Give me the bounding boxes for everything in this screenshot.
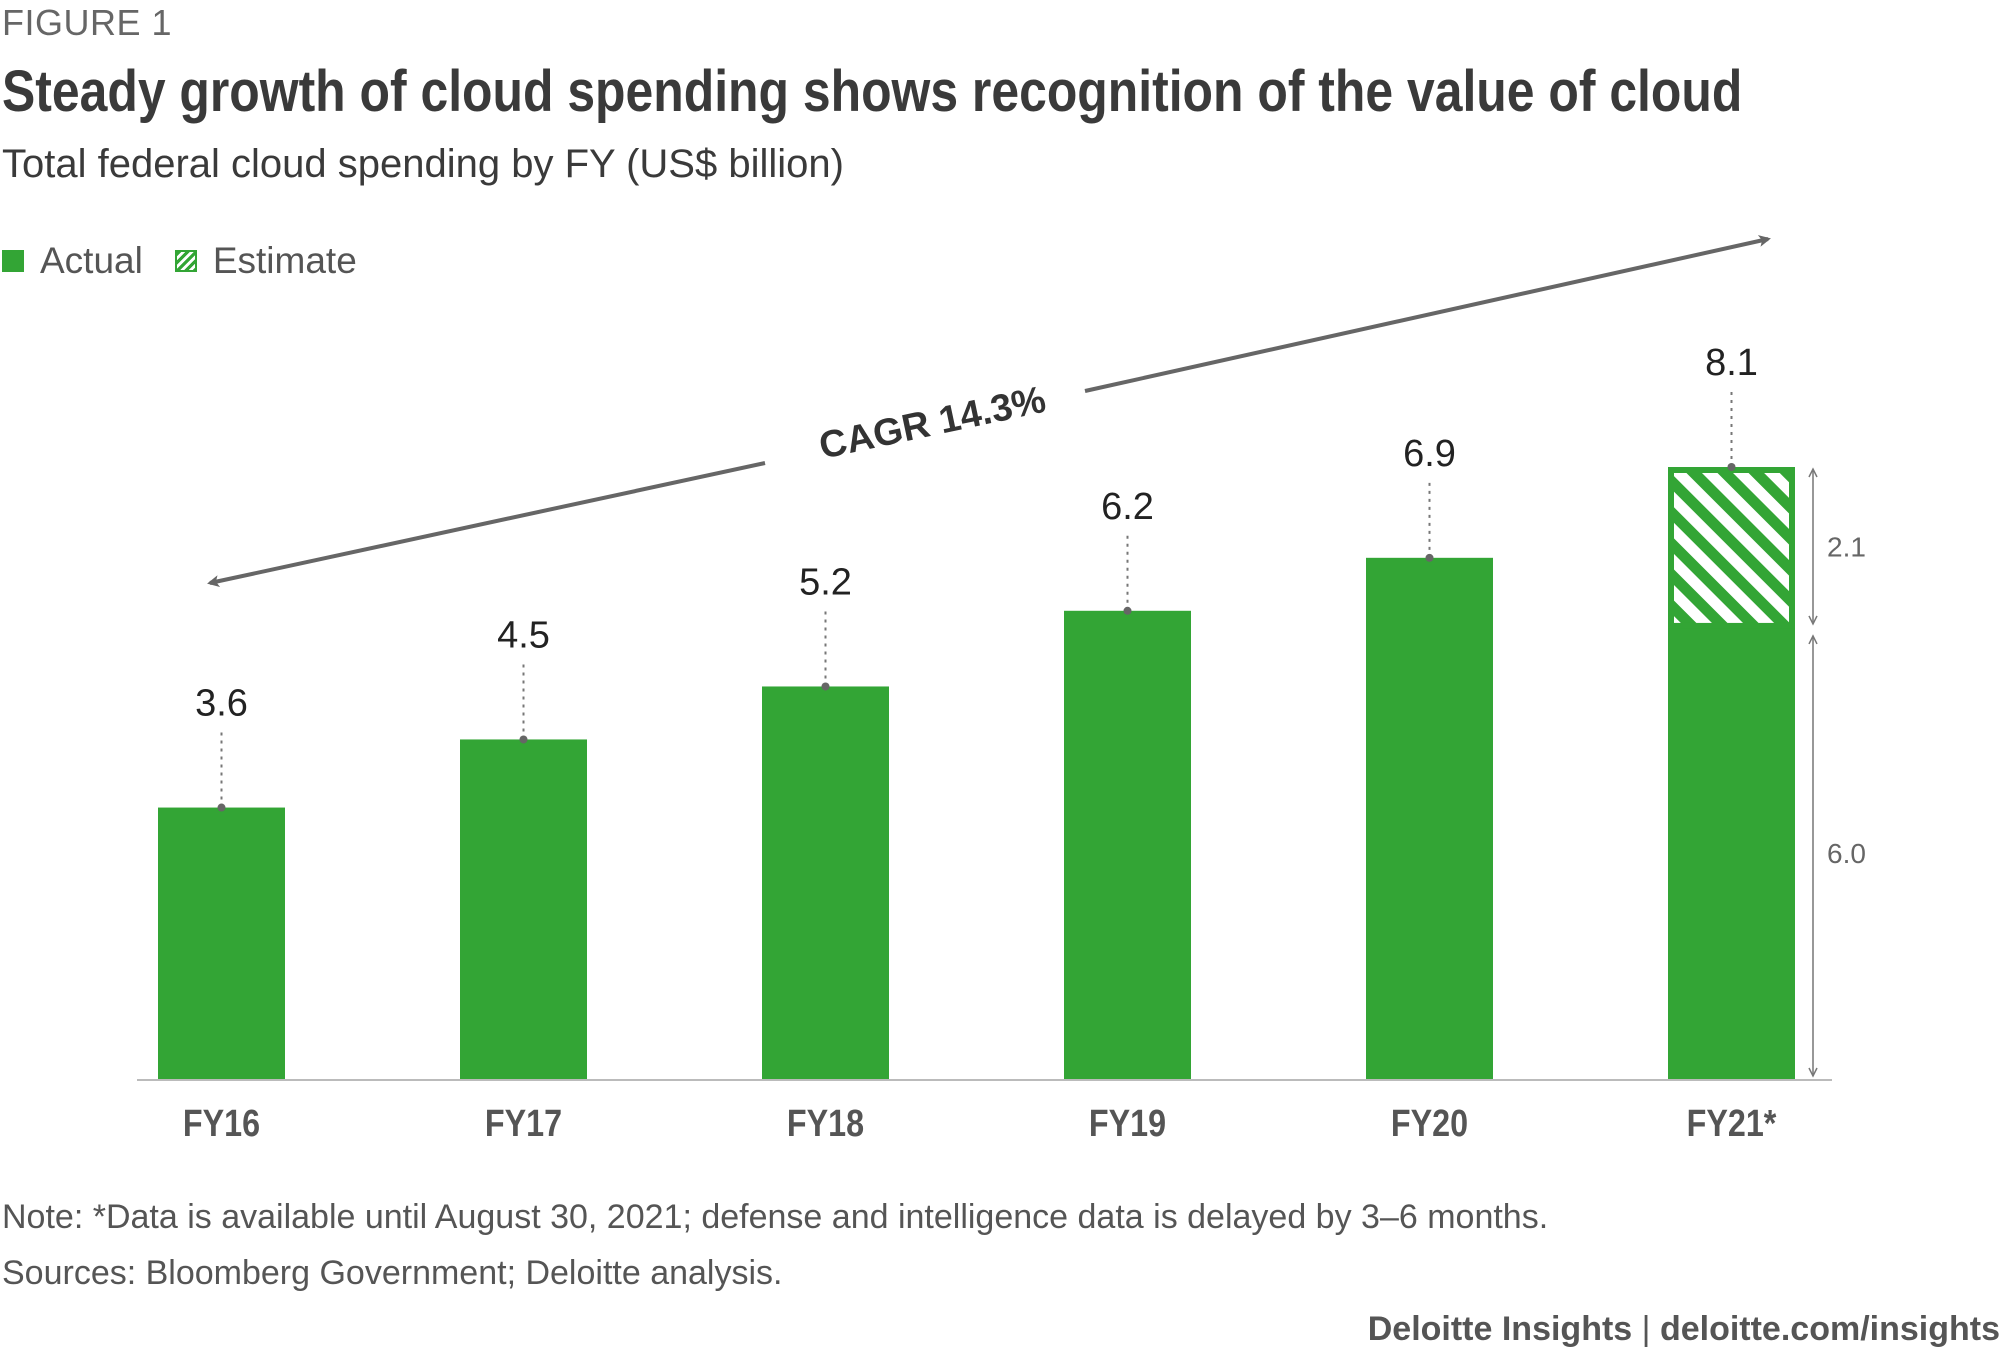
- value-label-1: 4.5: [497, 614, 550, 656]
- legend: Actual Estimate: [2, 240, 389, 282]
- value-label-5: 8.1: [1705, 342, 1758, 384]
- cagr-annotation: CAGR 14.3%: [816, 379, 1050, 468]
- bar-actual-5: [1668, 625, 1795, 1080]
- chart-title: Steady growth of cloud spending shows re…: [2, 59, 1743, 124]
- brand-url: deloitte.com/insights: [1659, 1310, 2000, 1348]
- bar-actual-0: [158, 807, 285, 1080]
- x-tick-label-0: FY16: [183, 1103, 260, 1145]
- bar-actual-1: [460, 739, 587, 1080]
- cagr-arrow: CAGR 14.3%: [207, 235, 1771, 587]
- bar-estimate-5: [1668, 467, 1795, 629]
- bracket-estimate-bottom-tick: [1808, 615, 1818, 626]
- bar-chart: 3.6 FY16 4.5 FY17 5.2 FY18 6.2 FY19 6.9 FY20 8.1 FY…: [137, 235, 1866, 1145]
- legend-item-estimate: Estimate: [174, 240, 357, 282]
- legend-swatch-actual: [2, 250, 24, 272]
- legend-label-estimate: Estimate: [212, 240, 357, 281]
- bars-layer: 3.6 FY16 4.5 FY17 5.2 FY18 6.2 FY19 6.9 FY20 8.1 FY…: [158, 342, 1866, 1145]
- sources-line: Sources: Bloomberg Government; Deloitte …: [2, 1254, 783, 1292]
- credit-separator: |: [1641, 1310, 1651, 1348]
- leader-dot-5: [1727, 463, 1736, 471]
- leader-dot-3: [1123, 606, 1132, 615]
- figure-label: FIGURE 1: [2, 2, 173, 43]
- legend-label-actual: Actual: [40, 240, 143, 281]
- leader-dot-1: [519, 735, 528, 744]
- value-label-0: 3.6: [195, 683, 248, 725]
- legend-swatch-estimate: [174, 250, 197, 272]
- bracket-actual-top-tick: [1808, 634, 1818, 645]
- x-tick-label-2: FY18: [787, 1103, 864, 1145]
- leader-dot-4: [1425, 553, 1434, 562]
- credit-line: Deloitte Insights | deloitte.com/insight…: [1368, 1310, 2000, 1349]
- cagr-arrow-right-segment: [1084, 235, 1771, 393]
- x-tick-label-1: FY17: [485, 1103, 562, 1145]
- legend-item-actual: Actual: [2, 240, 143, 282]
- segment-label-actual: 6.0: [1827, 838, 1866, 869]
- segment-label-estimate: 2.1: [1827, 531, 1866, 562]
- cagr-arrow-left-segment: [207, 461, 766, 587]
- x-tick-label-4: FY20: [1391, 1103, 1468, 1145]
- chart-subtitle: Total federal cloud spending by FY (US$ …: [2, 142, 844, 186]
- value-label-4: 6.9: [1403, 433, 1456, 475]
- x-tick-label-5: FY21*: [1687, 1103, 1777, 1145]
- leader-dot-0: [217, 803, 226, 812]
- value-label-2: 5.2: [799, 561, 852, 603]
- bar-actual-3: [1064, 610, 1191, 1080]
- bracket-estimate-top-tick: [1808, 467, 1818, 478]
- footnote: Note: *Data is available until August 30…: [2, 1198, 1549, 1236]
- bracket-actual-bottom-tick: [1808, 1067, 1818, 1078]
- bar-actual-4: [1366, 557, 1493, 1080]
- x-tick-label-3: FY19: [1089, 1103, 1166, 1145]
- leader-dot-2: [821, 682, 830, 691]
- value-label-3: 6.2: [1101, 486, 1154, 528]
- bar-actual-2: [762, 686, 889, 1080]
- brand-name: Deloitte Insights: [1367, 1310, 1633, 1348]
